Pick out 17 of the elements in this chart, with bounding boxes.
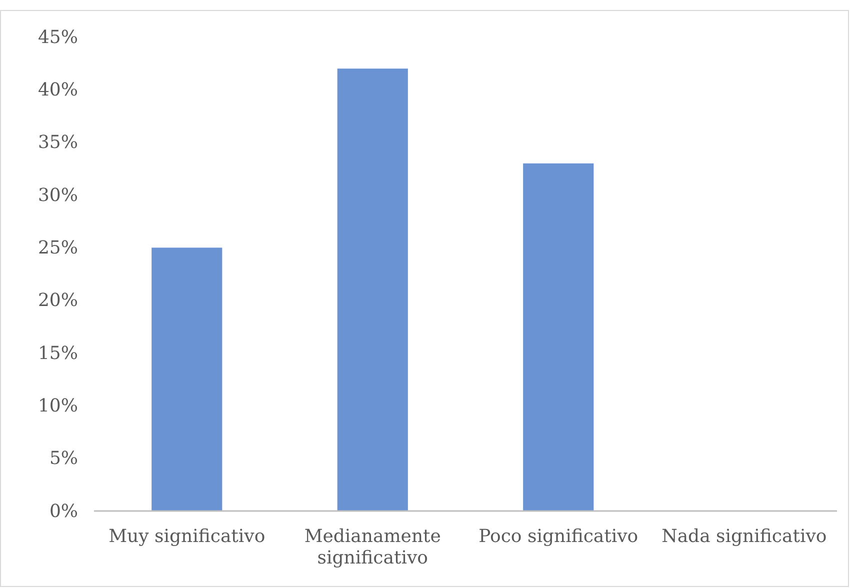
bar <box>152 248 222 511</box>
y-tick-label: 15% <box>38 342 78 364</box>
bar <box>337 68 408 511</box>
x-tick-label: Nada significativo <box>662 526 827 547</box>
y-tick-label: 25% <box>38 237 78 258</box>
y-tick-label: 40% <box>38 79 78 100</box>
y-tick-label: 20% <box>38 290 78 312</box>
x-tick-label: Poco significativo <box>478 526 638 547</box>
y-tick-label: 5% <box>49 448 78 470</box>
y-tick-label: 0% <box>49 500 78 522</box>
y-tick-label: 45% <box>38 26 78 48</box>
y-tick-label: 30% <box>38 184 78 206</box>
y-tick-label: 35% <box>38 132 78 154</box>
bar <box>523 163 594 511</box>
x-tick-label: Medianamente significativo <box>304 526 441 568</box>
x-tick-label: Muy significativo <box>108 526 266 547</box>
y-tick-label: 10% <box>38 395 78 416</box>
